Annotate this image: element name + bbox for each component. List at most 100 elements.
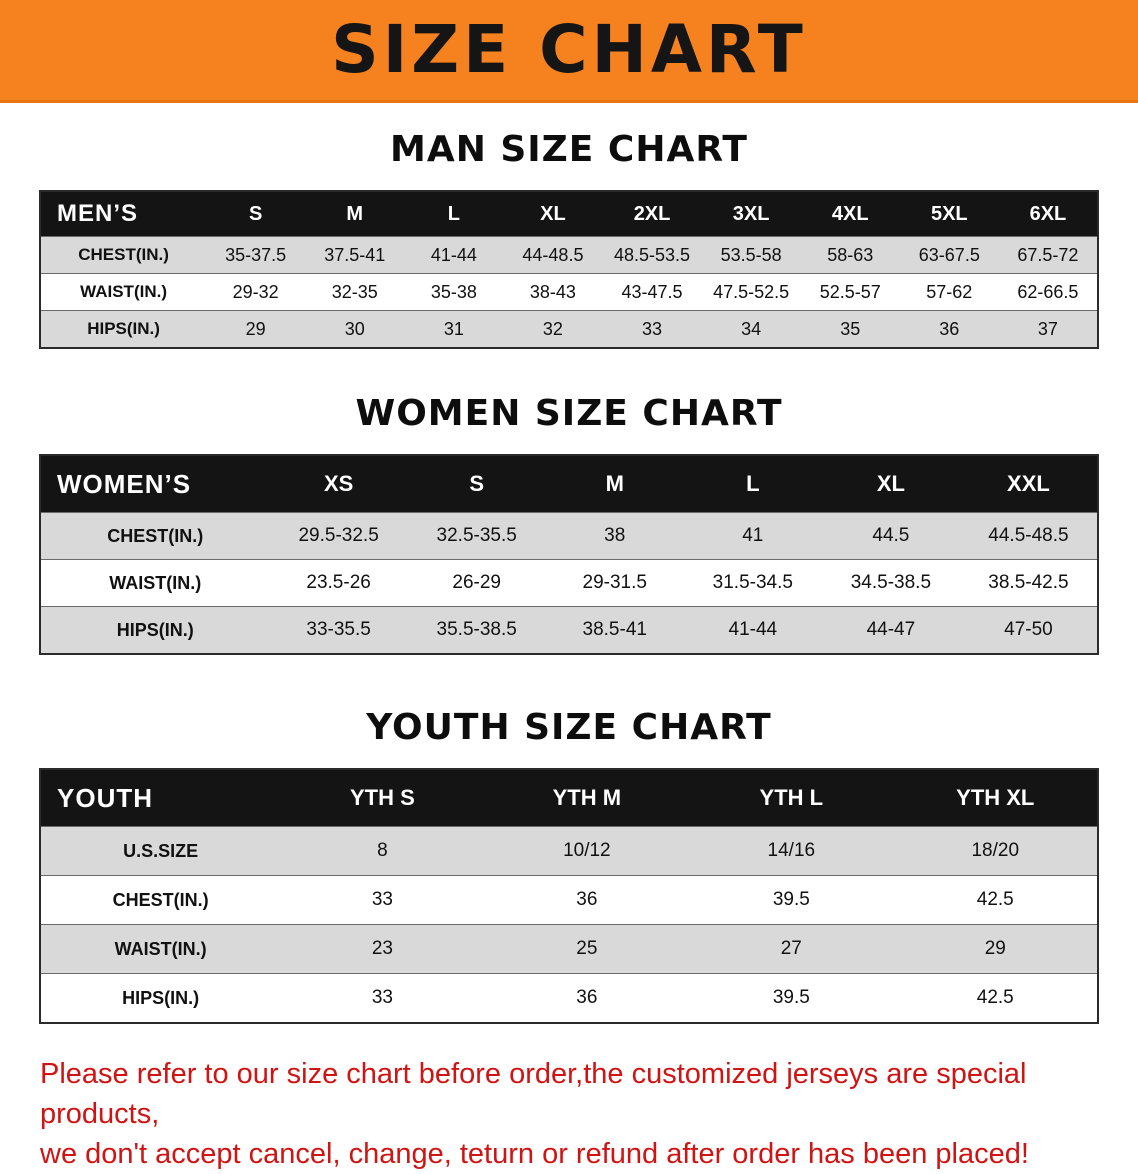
size-value-cell: 30 bbox=[305, 310, 405, 348]
men-section-heading: MAN SIZE CHART bbox=[390, 129, 748, 170]
size-value-cell: 52.5-57 bbox=[800, 273, 900, 311]
size-value-cell: 31 bbox=[404, 310, 504, 348]
size-value-cell: 35.5-38.5 bbox=[407, 606, 546, 654]
row-label: U.S.SIZE bbox=[40, 826, 281, 876]
size-value-cell: 48.5-53.5 bbox=[602, 236, 702, 274]
size-value-cell: 63-67.5 bbox=[899, 236, 999, 274]
size-value-cell: 44-48.5 bbox=[503, 236, 603, 274]
size-column-header: 2XL bbox=[602, 191, 702, 237]
size-value-cell: 33 bbox=[280, 875, 485, 925]
women-size-section: WOMEN SIZE CHART WOMEN’S XS S M L XL XXL CHEST(… bbox=[0, 393, 1138, 655]
size-value-cell: 44-47 bbox=[821, 606, 960, 654]
size-value-cell: 29 bbox=[206, 310, 306, 348]
size-column-header: XL bbox=[821, 455, 960, 513]
row-label: CHEST(IN.) bbox=[40, 236, 207, 274]
size-value-cell: 32.5-35.5 bbox=[407, 512, 546, 560]
table-row: U.S.SIZE 8 10/12 14/16 18/20 bbox=[40, 826, 1098, 876]
size-value-cell: 33 bbox=[602, 310, 702, 348]
size-value-cell: 23 bbox=[280, 924, 485, 974]
table-row: CHEST(IN.) 29.5-32.5 32.5-35.5 38 41 44.5 44.5… bbox=[40, 512, 1098, 560]
size-value-cell: 42.5 bbox=[893, 875, 1098, 925]
size-value-cell: 67.5-72 bbox=[998, 236, 1098, 274]
size-column-header: 3XL bbox=[701, 191, 801, 237]
size-value-cell: 31.5-34.5 bbox=[683, 559, 822, 607]
size-value-cell: 57-62 bbox=[899, 273, 999, 311]
women-section-heading: WOMEN SIZE CHART bbox=[355, 393, 783, 434]
size-value-cell: 8 bbox=[280, 826, 485, 876]
size-value-cell: 32-35 bbox=[305, 273, 405, 311]
row-label: HIPS(IN.) bbox=[40, 310, 207, 348]
order-policy-note-line-2: we don't accept cancel, change, teturn o… bbox=[40, 1138, 1029, 1171]
size-value-cell: 43-47.5 bbox=[602, 273, 702, 311]
men-size-table: MEN’S S M L XL 2XL 3XL 4XL 5XL 6XL CHEST(IN.) 35-37… bbox=[39, 190, 1099, 349]
size-value-cell: 33-35.5 bbox=[269, 606, 408, 654]
table-row: CHEST(IN.) 33 36 39.5 42.5 bbox=[40, 875, 1098, 925]
size-column-header: 4XL bbox=[800, 191, 900, 237]
size-value-cell: 18/20 bbox=[893, 826, 1098, 876]
size-column-header: L bbox=[404, 191, 504, 237]
size-column-header: 5XL bbox=[899, 191, 999, 237]
size-value-cell: 29-32 bbox=[206, 273, 306, 311]
size-column-header: L bbox=[683, 455, 822, 513]
size-value-cell: 44.5-48.5 bbox=[959, 512, 1098, 560]
banner: SIZE CHART bbox=[0, 0, 1138, 103]
size-value-cell: 41-44 bbox=[683, 606, 822, 654]
size-value-cell: 53.5-58 bbox=[701, 236, 801, 274]
size-value-cell: 39.5 bbox=[689, 973, 894, 1023]
size-value-cell: 38.5-42.5 bbox=[959, 559, 1098, 607]
size-value-cell: 34 bbox=[701, 310, 801, 348]
size-column-header: S bbox=[206, 191, 306, 237]
size-value-cell: 35 bbox=[800, 310, 900, 348]
row-label: WAIST(IN.) bbox=[40, 273, 207, 311]
row-label: WAIST(IN.) bbox=[40, 924, 281, 974]
size-value-cell: 29 bbox=[893, 924, 1098, 974]
order-policy-note-line-1: Please refer to our size chart before or… bbox=[40, 1058, 1027, 1131]
row-label: HIPS(IN.) bbox=[40, 973, 281, 1023]
size-value-cell: 38.5-41 bbox=[545, 606, 684, 654]
size-value-cell: 39.5 bbox=[689, 875, 894, 925]
table-row: WAIST(IN.) 23.5-26 26-29 29-31.5 31.5-34.5 34… bbox=[40, 559, 1098, 607]
size-value-cell: 32 bbox=[503, 310, 603, 348]
size-value-cell: 27 bbox=[689, 924, 894, 974]
size-value-cell: 37.5-41 bbox=[305, 236, 405, 274]
table-group-label: WOMEN’S bbox=[40, 455, 270, 513]
size-column-header: 6XL bbox=[998, 191, 1098, 237]
size-value-cell: 38 bbox=[545, 512, 684, 560]
size-value-cell: 36 bbox=[484, 875, 690, 925]
size-value-cell: 29-31.5 bbox=[545, 559, 684, 607]
size-column-header: M bbox=[545, 455, 684, 513]
table-header-row: WOMEN’S XS S M L XL XXL bbox=[40, 455, 1098, 513]
table-row: HIPS(IN.) 29 30 31 32 33 34 35 36 37 bbox=[40, 310, 1098, 348]
size-value-cell: 29.5-32.5 bbox=[269, 512, 408, 560]
size-column-header: YTH L bbox=[689, 769, 894, 827]
size-value-cell: 41 bbox=[683, 512, 822, 560]
table-row: CHEST(IN.) 35-37.5 37.5-41 41-44 44-48.5 48.5… bbox=[40, 236, 1098, 274]
size-value-cell: 62-66.5 bbox=[998, 273, 1098, 311]
size-value-cell: 58-63 bbox=[800, 236, 900, 274]
table-row: WAIST(IN.) 29-32 32-35 35-38 38-43 43-47.5 47.… bbox=[40, 273, 1098, 311]
size-value-cell: 34.5-38.5 bbox=[821, 559, 960, 607]
table-row: HIPS(IN.) 33 36 39.5 42.5 bbox=[40, 973, 1098, 1023]
size-value-cell: 23.5-26 bbox=[269, 559, 408, 607]
table-group-label: MEN’S bbox=[40, 191, 207, 237]
size-value-cell: 47.5-52.5 bbox=[701, 273, 801, 311]
table-header-row: YOUTH YTH S YTH M YTH L YTH XL bbox=[40, 769, 1098, 827]
table-header-row: MEN’S S M L XL 2XL 3XL 4XL 5XL 6XL bbox=[40, 191, 1098, 237]
size-value-cell: 44.5 bbox=[821, 512, 960, 560]
size-value-cell: 35-37.5 bbox=[206, 236, 306, 274]
size-value-cell: 36 bbox=[484, 973, 690, 1023]
size-column-header: XL bbox=[503, 191, 603, 237]
youth-section-heading: YOUTH SIZE CHART bbox=[366, 707, 772, 748]
size-value-cell: 42.5 bbox=[893, 973, 1098, 1023]
size-column-header: S bbox=[407, 455, 546, 513]
size-value-cell: 41-44 bbox=[404, 236, 504, 274]
size-value-cell: 38-43 bbox=[503, 273, 603, 311]
youth-size-table: YOUTH YTH S YTH M YTH L YTH XL U.S.SIZE 8 10/12… bbox=[39, 768, 1099, 1024]
size-value-cell: 33 bbox=[280, 973, 485, 1023]
size-value-cell: 36 bbox=[899, 310, 999, 348]
table-row: HIPS(IN.) 33-35.5 35.5-38.5 38.5-41 41-44 44-… bbox=[40, 606, 1098, 654]
banner-title: SIZE CHART bbox=[331, 11, 807, 88]
size-column-header: YTH M bbox=[484, 769, 690, 827]
row-label: WAIST(IN.) bbox=[40, 559, 270, 607]
